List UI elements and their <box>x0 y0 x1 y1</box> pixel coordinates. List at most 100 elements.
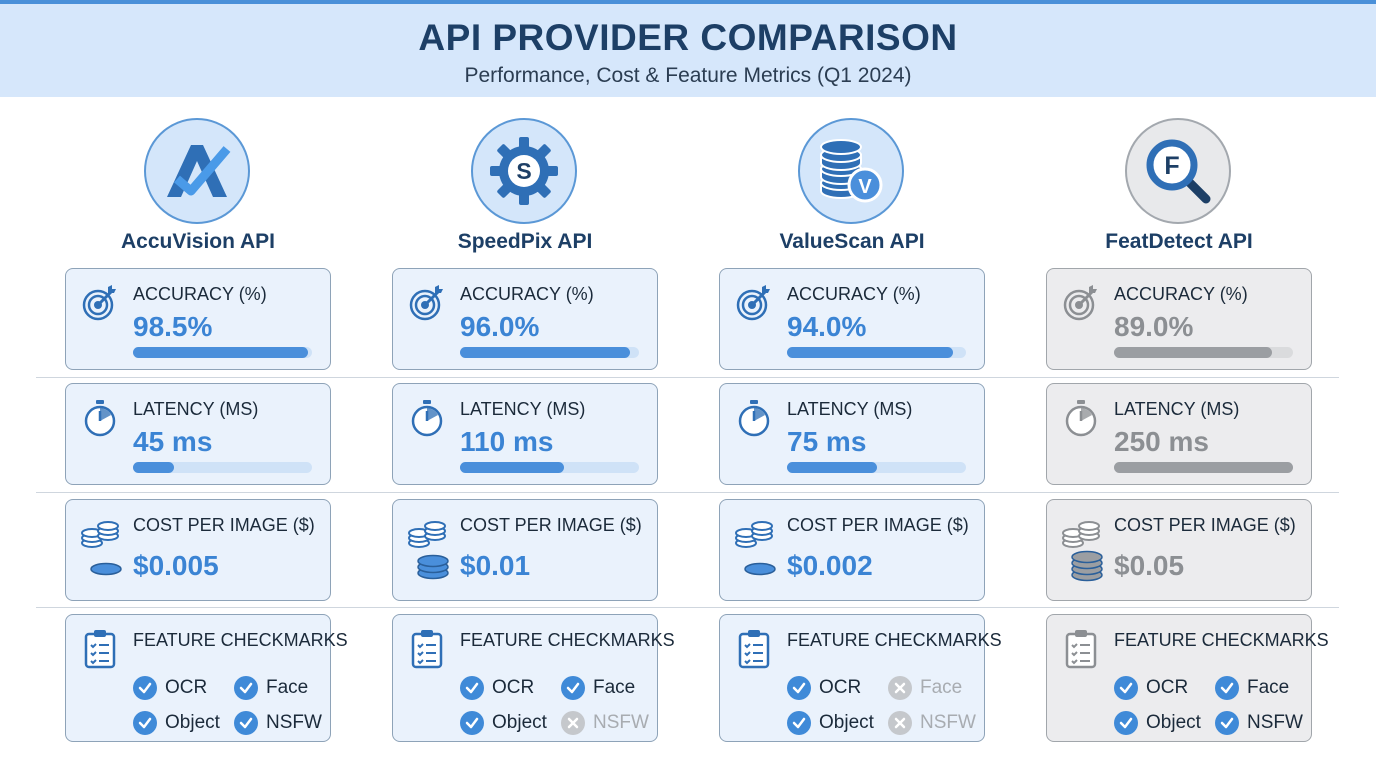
accuracy-card: ACCURACY (%) 96.0% <box>392 268 658 370</box>
accuracy-bar-fill <box>460 347 630 358</box>
provider-column: AccuVision API ACCURACY (%) 98.5% LATENC… <box>65 0 348 768</box>
cost-card: COST PER IMAGE ($) $0.05 <box>1046 499 1312 601</box>
check-circle-icon <box>787 711 811 735</box>
coins-icon <box>1061 514 1101 554</box>
feature-label: OCR <box>492 677 535 698</box>
target-icon <box>1061 283 1101 323</box>
provider-name: ValueScan API <box>779 230 925 253</box>
latency-value: 250 ms <box>1114 426 1209 457</box>
target-icon <box>80 283 120 323</box>
accuracy-bar-fill <box>133 347 308 358</box>
cost-label: COST PER IMAGE ($) <box>460 515 642 535</box>
page-subtitle: Performance, Cost & Feature Metrics (Q1 … <box>464 64 912 87</box>
cross-circle-icon <box>888 711 912 735</box>
row-divider <box>36 607 1339 608</box>
latency-bar-fill <box>787 462 877 473</box>
latency-bar-track <box>1114 462 1293 473</box>
coin-stack-icon <box>88 558 124 581</box>
coins-icon <box>734 514 774 554</box>
feature-label: Object <box>819 712 874 733</box>
check-circle-icon <box>133 676 157 700</box>
accuracy-bar-track <box>1114 347 1293 358</box>
feature-item: OCR <box>1114 676 1188 700</box>
cost-value: $0.005 <box>133 550 219 581</box>
features-label: FEATURE CHECKMARKS <box>787 630 1002 650</box>
target-icon <box>734 283 774 323</box>
check-circle-icon <box>1215 711 1239 735</box>
feature-label: Object <box>492 712 547 733</box>
accuracy-value: 89.0% <box>1114 311 1194 342</box>
clipboard-checklist-icon <box>734 629 774 669</box>
feature-item: OCR <box>133 676 207 700</box>
feature-label: Object <box>1146 712 1201 733</box>
latency-bar-fill <box>460 462 564 473</box>
accuracy-bar-track <box>460 347 639 358</box>
feature-label: Object <box>165 712 220 733</box>
latency-label: LATENCY (MS) <box>460 399 586 419</box>
feature-item: NSFW <box>234 711 322 735</box>
accuracy-label: ACCURACY (%) <box>1114 284 1248 304</box>
check-circle-icon <box>234 676 258 700</box>
speedpix-gear-logo-icon: S <box>471 118 577 224</box>
latency-card: LATENCY (MS) 45 ms <box>65 383 331 485</box>
accuracy-label: ACCURACY (%) <box>787 284 921 304</box>
feature-item: NSFW <box>561 711 649 735</box>
check-circle-icon <box>787 676 811 700</box>
cost-value: $0.002 <box>787 550 873 581</box>
feature-label: NSFW <box>1247 712 1303 733</box>
feature-label: NSFW <box>920 712 976 733</box>
feature-item: Object <box>133 711 220 735</box>
accuracy-label: ACCURACY (%) <box>133 284 267 304</box>
feature-item: Object <box>1114 711 1201 735</box>
check-circle-icon <box>1114 676 1138 700</box>
latency-card: LATENCY (MS) 75 ms <box>719 383 985 485</box>
accuracy-card: ACCURACY (%) 94.0% <box>719 268 985 370</box>
check-circle-icon <box>133 711 157 735</box>
features-card: FEATURE CHECKMARKS OCR Face Object NSFW <box>1046 614 1329 742</box>
coins-icon <box>80 514 120 554</box>
accuracy-card: ACCURACY (%) 89.0% <box>1046 268 1312 370</box>
clipboard-checklist-icon <box>407 629 447 669</box>
accuracy-bar-track <box>133 347 312 358</box>
check-circle-icon <box>1215 676 1239 700</box>
accuracy-bar-fill <box>1114 347 1272 358</box>
features-card: FEATURE CHECKMARKS OCR Face Object NSFW <box>719 614 1002 742</box>
cost-card: COST PER IMAGE ($) $0.01 <box>392 499 658 601</box>
features-card: FEATURE CHECKMARKS OCR Face Object NSFW <box>65 614 348 742</box>
cost-card: COST PER IMAGE ($) $0.002 <box>719 499 985 601</box>
feature-label: Face <box>593 677 636 698</box>
accuracy-value: 96.0% <box>460 311 540 342</box>
row-divider <box>36 377 1339 378</box>
clipboard-checklist-icon <box>1061 629 1101 669</box>
cross-circle-icon <box>888 676 912 700</box>
latency-card: LATENCY (MS) 110 ms <box>392 383 658 485</box>
feature-item: Face <box>561 676 635 700</box>
latency-bar-fill <box>133 462 174 473</box>
stopwatch-icon <box>407 398 447 438</box>
feature-item: OCR <box>787 676 861 700</box>
coin-stack-icon <box>742 558 778 581</box>
cross-circle-icon <box>561 711 585 735</box>
features-card: FEATURE CHECKMARKS OCR Face Object NSFW <box>392 614 675 742</box>
coins-icon <box>407 514 447 554</box>
latency-card: LATENCY (MS) 250 ms <box>1046 383 1312 485</box>
latency-label: LATENCY (MS) <box>1114 399 1240 419</box>
feature-item: Object <box>460 711 547 735</box>
accuracy-value: 98.5% <box>133 311 213 342</box>
cost-value: $0.05 <box>1114 550 1185 581</box>
accuracy-value: 94.0% <box>787 311 867 342</box>
accuracy-bar-track <box>787 347 966 358</box>
accuracy-card: ACCURACY (%) 98.5% <box>65 268 331 370</box>
valuescan-database-logo-icon: V <box>798 118 904 224</box>
feature-label: OCR <box>1146 677 1189 698</box>
svg-text:F: F <box>1164 152 1179 180</box>
target-icon <box>407 283 447 323</box>
clipboard-checklist-icon <box>80 629 120 669</box>
provider-name: SpeedPix API <box>457 230 593 253</box>
features-label: FEATURE CHECKMARKS <box>1114 630 1329 650</box>
provider-column: F FeatDetect API ACCURACY (%) 89.0% LATE… <box>1046 0 1329 768</box>
feature-item: Face <box>888 676 962 700</box>
page-title: API PROVIDER COMPARISON <box>418 17 958 58</box>
feature-label: Face <box>266 677 309 698</box>
feature-label: NSFW <box>266 712 322 733</box>
